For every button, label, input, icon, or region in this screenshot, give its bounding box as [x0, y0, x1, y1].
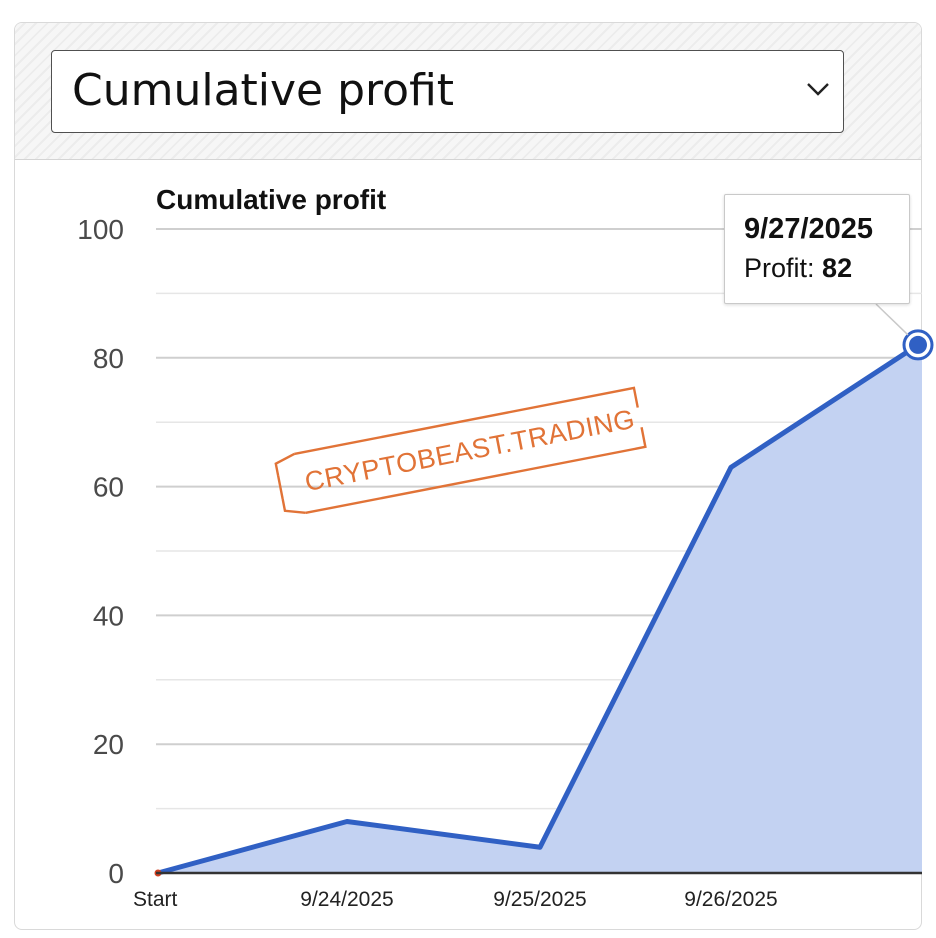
chevron-down-icon — [807, 83, 829, 96]
watermark-stamp: CRYPTOBEAST.TRADING — [268, 379, 672, 522]
stamp-frame — [274, 386, 647, 515]
y-tick-label: 40 — [93, 600, 124, 631]
y-tick-label: 60 — [93, 472, 124, 503]
plot-area — [154, 329, 934, 877]
data-tooltip: 9/27/2025 Profit: 82 — [724, 194, 910, 304]
series-line — [157, 342, 920, 876]
y-tick-label: 80 — [93, 343, 124, 374]
x-tick-label: Start — [133, 888, 178, 911]
highlighted-point[interactable] — [909, 335, 927, 354]
x-tick-label: 9/25/2025 — [493, 888, 586, 911]
x-tick-label: 9/24/2025 — [300, 888, 393, 911]
series-area-fill — [158, 344, 922, 873]
y-tick-label: 20 — [93, 729, 124, 760]
card-header: Cumulative profit — [15, 23, 921, 160]
x-tick-label: 9/26/2025 — [684, 888, 777, 911]
tooltip-pointer — [875, 303, 909, 336]
tooltip-date: 9/27/2025 — [744, 213, 874, 245]
chart-title: Cumulative profit — [156, 184, 386, 215]
tooltip-profit: Profit: 82 — [744, 253, 852, 284]
x-axis-ticks: Start 9/24/2025 9/25/2025 9/26/2025 — [133, 888, 778, 911]
metric-select-value: Cumulative profit — [72, 65, 455, 116]
tooltip-profit-label: Profit: — [744, 253, 815, 283]
tooltip-profit-value: 82 — [822, 253, 853, 283]
y-tick-label: 0 — [108, 858, 124, 889]
y-axis-ticks: 0 20 40 60 80 100 — [77, 214, 124, 889]
metric-select[interactable]: Cumulative profit — [51, 50, 844, 133]
y-tick-label: 100 — [77, 214, 124, 245]
